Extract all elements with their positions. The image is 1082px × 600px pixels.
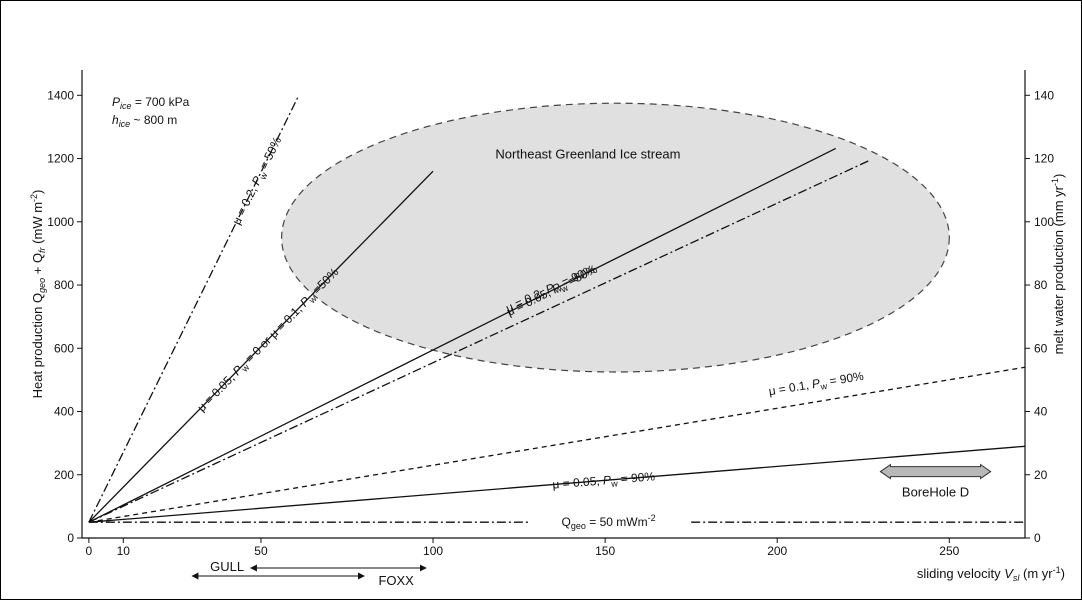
foxx-label: FOXX [378,573,414,588]
y2-tick-label-0: 0 [1034,531,1041,545]
region-label: Northeast Greenland Ice stream [495,147,680,162]
series-line-mu02-pw50 [88,95,300,523]
y-tick-label-1: 200 [54,468,74,482]
y-tick-label-5: 1000 [47,215,74,229]
y2-tick-label-6: 120 [1034,152,1054,166]
series-line-mu005-pw50 [88,147,837,523]
y2-tick-label-2: 40 [1034,405,1048,419]
series-line-mu005-pw90 [88,445,1026,523]
ice-stream-region [281,102,950,373]
y2-tick-label-1: 20 [1034,468,1048,482]
x-axis-title: sliding velocity Vsl (m yr-1) [917,565,1065,583]
borehole-range-arrow [879,463,992,480]
h-ice-annotation: hice ~ 800 m [112,113,177,129]
y-tick-label-2: 400 [54,405,74,419]
x-tick-label-1: 10 [117,544,131,558]
p-ice-annotation: Pice = 700 kPa [112,95,190,111]
y-tick-label-0: 0 [67,531,74,545]
series-lines [88,95,1026,523]
x-tick-label-4: 150 [595,544,615,558]
label-mu005-pw0: μ = 0.05, Pw = 0 or μ = 0.1, Pw =50% [194,265,343,416]
label-mu01-pw90: μ = 0.1, Pw = 90% [768,369,866,401]
x-tick-label-3: 100 [423,544,443,558]
y2-tick-label-5: 100 [1034,215,1054,229]
y-tick-label-4: 800 [54,278,74,292]
x-ticks: 0 10 50 100 150 200 250 [86,538,960,558]
y-ticks: 0 200 400 600 800 1000 1200 1400 [47,88,82,545]
series-line-mu02-pw90 [88,159,871,523]
gull-label: GULL [210,559,244,574]
x-tick-label-0: 0 [86,544,93,558]
y2-tick-label-7: 140 [1034,88,1054,102]
series-line-mu005-pw0 [88,170,434,523]
x-tick-label-2: 50 [254,544,268,558]
label-mu02-pw50: μ = 0.2, Pw = 50% [229,134,286,228]
right-y-axis-title: melt water production (mm yr-1) [1050,174,1066,355]
y2-tick-label-3: 60 [1034,341,1048,355]
x-tick-label-6: 250 [939,544,959,558]
right-y-ticks: 0 20 40 60 80 100 120 140 [1025,88,1054,545]
y-axis-title: Heat production Qgeo + Qfr (mW m-2) [29,190,47,399]
series-line-mu01-pw90 [88,366,1026,523]
y-tick-label-6: 1200 [47,152,74,166]
borehole-label: BoreHole D [902,485,969,500]
label-qgeo: Qgeo = 50 mWm-2 [562,513,656,531]
label-mu005-pw90: μ = 0.05, Pw = 90% [552,469,656,493]
y-tick-label-7: 1400 [47,88,74,102]
x-tick-label-5: 200 [767,544,787,558]
y2-tick-label-4: 80 [1034,278,1048,292]
y-tick-label-3: 600 [54,341,74,355]
